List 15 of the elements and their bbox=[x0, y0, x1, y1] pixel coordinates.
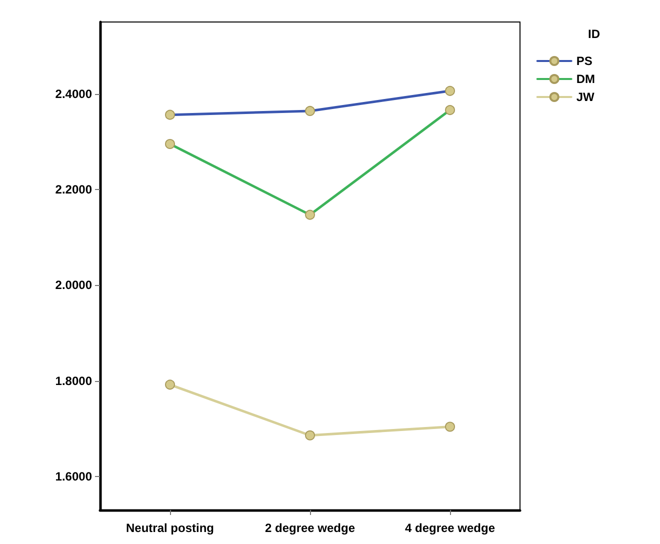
x-tick-label: Neutral posting bbox=[126, 521, 214, 535]
y-tick-label: 1.8000 bbox=[55, 374, 92, 388]
point bbox=[445, 422, 455, 432]
point bbox=[305, 430, 315, 440]
x-tick-label: 4 degree wedge bbox=[404, 521, 496, 535]
y-tick-label: 1.6000 bbox=[55, 470, 92, 484]
legend-label: JW bbox=[576, 90, 596, 104]
legend-label: DM bbox=[576, 72, 596, 86]
x-tick-label: 2 degree wedge bbox=[264, 521, 356, 535]
y-tick-label: 2.2000 bbox=[55, 182, 92, 196]
legend-label: PS bbox=[576, 54, 592, 68]
y-tick-label: 2.4000 bbox=[55, 86, 92, 101]
legend-title: ID bbox=[588, 27, 600, 41]
y-tick-label: 2.0000 bbox=[55, 278, 92, 292]
point bbox=[165, 380, 175, 390]
